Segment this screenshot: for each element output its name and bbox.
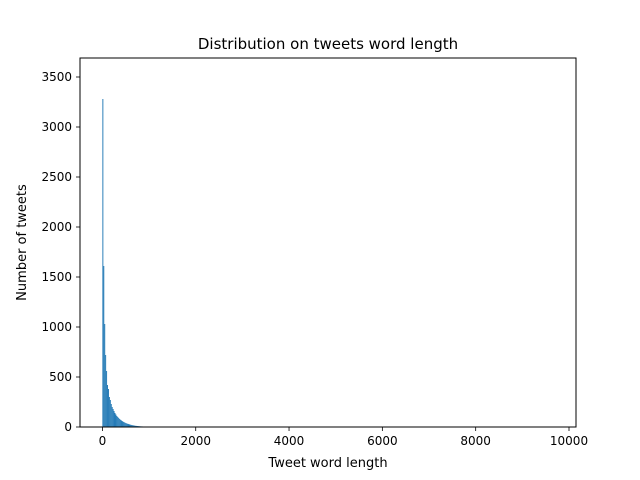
y-tick-label: 2500 bbox=[41, 170, 72, 184]
histogram-bar bbox=[106, 371, 108, 427]
histogram-bar bbox=[104, 324, 106, 427]
histogram-bar bbox=[109, 400, 111, 427]
histogram-bar bbox=[110, 404, 112, 427]
histogram-bar bbox=[135, 425, 137, 427]
y-tick-label: 2000 bbox=[41, 220, 72, 234]
x-tick-label: 8000 bbox=[460, 434, 491, 448]
histogram-bar bbox=[129, 424, 131, 427]
histogram-bar bbox=[121, 420, 122, 427]
plot-area-frame bbox=[79, 57, 577, 428]
histogram-bar bbox=[116, 416, 118, 427]
x-tick-label: 4000 bbox=[274, 434, 305, 448]
histogram-bar bbox=[122, 421, 124, 427]
histogram-bar bbox=[107, 389, 109, 427]
y-axis-ticks: 0 500 1000 1500 2000 2500 3000 3500 bbox=[41, 70, 80, 434]
x-tick-label: 2000 bbox=[180, 434, 211, 448]
histogram-bar bbox=[120, 419, 122, 427]
histogram-bar bbox=[118, 418, 120, 427]
y-tick-label: 1000 bbox=[41, 320, 72, 334]
histogram-bar bbox=[131, 425, 133, 427]
histogram-bar bbox=[119, 419, 121, 427]
histogram-bar bbox=[125, 423, 127, 427]
histogram-bar bbox=[124, 422, 126, 427]
y-tick-label: 3500 bbox=[41, 70, 72, 84]
histogram-bar bbox=[107, 385, 108, 427]
histogram-bar bbox=[113, 411, 115, 427]
histogram-bar bbox=[103, 266, 105, 427]
x-axis-label: Tweet word length bbox=[267, 456, 387, 471]
x-tick-label: 6000 bbox=[367, 434, 398, 448]
histogram-bar bbox=[108, 397, 110, 427]
histogram-bar bbox=[111, 407, 113, 427]
y-axis-label: Number of tweets bbox=[15, 184, 30, 301]
histogram-bar bbox=[128, 424, 130, 427]
histogram-bar bbox=[130, 424, 132, 427]
histogram-bar bbox=[133, 425, 135, 427]
histogram-bar bbox=[126, 423, 128, 427]
y-tick-label: 3000 bbox=[41, 120, 72, 134]
histogram-bar bbox=[117, 417, 119, 427]
x-axis-ticks: 0 2000 4000 6000 8000 10000 bbox=[99, 427, 588, 448]
histogram-bar bbox=[127, 423, 129, 427]
chart-title: Distribution on tweets word length bbox=[198, 35, 458, 53]
y-tick-label: 1500 bbox=[41, 270, 72, 284]
histogram-bar bbox=[112, 409, 114, 427]
histogram-bar bbox=[114, 413, 116, 427]
histogram-bar bbox=[121, 421, 123, 427]
x-tick-label: 10000 bbox=[550, 434, 588, 448]
histogram-bar bbox=[134, 425, 136, 427]
histogram-bar bbox=[115, 414, 117, 427]
histogram-bar bbox=[132, 425, 134, 427]
x-tick-label: 0 bbox=[99, 434, 107, 448]
histogram-bar bbox=[135, 425, 136, 427]
y-tick-label: 500 bbox=[49, 370, 72, 384]
histogram-bar bbox=[123, 422, 125, 427]
histogram-bar bbox=[102, 99, 104, 427]
y-tick-label: 0 bbox=[64, 420, 72, 434]
histogram-bar bbox=[105, 355, 107, 427]
